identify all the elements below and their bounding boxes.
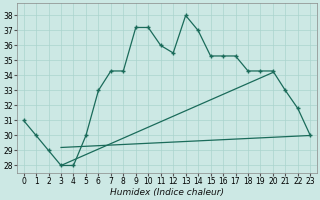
X-axis label: Humidex (Indice chaleur): Humidex (Indice chaleur) xyxy=(110,188,224,197)
